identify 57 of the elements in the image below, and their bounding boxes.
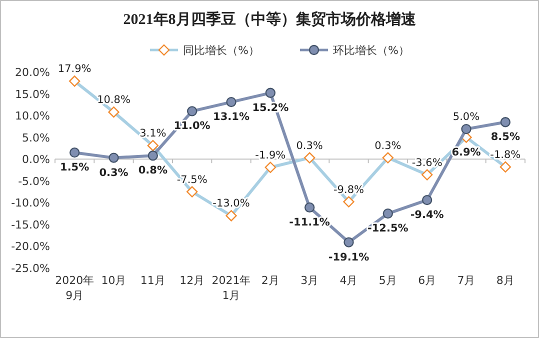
- data-label: -1.9%: [255, 149, 286, 162]
- y-tick-label: 5.0%: [22, 131, 50, 144]
- x-tick-label: 6月: [418, 274, 436, 287]
- data-label: -1.8%: [490, 148, 521, 161]
- legend-label: 同比增长（%）: [183, 44, 260, 57]
- data-label: 1.5%: [60, 162, 90, 174]
- data-label: -19.1%: [328, 251, 370, 264]
- y-tick-label: -25.0%: [11, 262, 50, 275]
- point: [500, 116, 511, 128]
- y-tick-label: 15.0%: [15, 88, 50, 101]
- point: [382, 208, 394, 219]
- y-tick-label: 0.0%: [22, 153, 50, 166]
- point: [461, 124, 472, 134]
- data-label: -9.8%: [334, 184, 364, 196]
- data-label: 0.8%: [138, 164, 168, 177]
- x-tick-label: 2020年 9月: [55, 274, 94, 302]
- y-tick-label: -20.0%: [11, 240, 50, 254]
- point: [422, 194, 432, 206]
- y-tick-label: 10.0%: [15, 110, 50, 123]
- point: [148, 150, 158, 161]
- data-label: -13.0%: [212, 198, 250, 210]
- x-tick-label: 5月: [378, 274, 397, 287]
- data-label: 10.8%: [97, 94, 130, 106]
- data-label: 3.1%: [140, 128, 166, 140]
- x-tick-label: 11月: [140, 274, 166, 287]
- x-tick-label: 4月: [340, 274, 358, 287]
- x-tick-label: 8月: [496, 274, 514, 287]
- point: [226, 96, 236, 108]
- y-tick-label: -10.0%: [11, 196, 50, 210]
- data-label: 8.5%: [490, 131, 520, 144]
- x-tick-label: 12月: [180, 274, 205, 287]
- x-tick-label: 2021年 1月: [212, 274, 251, 302]
- x-tick-label: 10月: [101, 274, 126, 287]
- point: [344, 237, 354, 248]
- data-label: 0.3%: [296, 140, 323, 152]
- x-tick-label: 3月: [300, 274, 319, 287]
- y-tick-label: -5.0%: [18, 174, 50, 188]
- legend-label: 环比增长（%）: [333, 44, 410, 57]
- x-tick-label: 2月: [261, 274, 280, 287]
- point: [69, 147, 80, 158]
- data-label: 13.1%: [213, 111, 250, 124]
- chart-title: 2021年8月四季豆（中等）集贸市场价格增速: [123, 10, 417, 28]
- data-label: -3.6%: [412, 156, 442, 169]
- point: [108, 152, 119, 163]
- point: [186, 106, 198, 116]
- data-label: 0.3%: [99, 166, 129, 179]
- x-tick-label: 7月: [457, 274, 476, 287]
- data-label: -12.5%: [368, 222, 409, 235]
- data-label: -7.5%: [176, 174, 208, 186]
- point: [304, 202, 315, 213]
- data-label: 0.3%: [374, 140, 402, 152]
- data-label: 17.9%: [58, 63, 92, 76]
- y-tick-label: -15.0%: [11, 218, 50, 232]
- data-label: -9.4%: [410, 209, 444, 222]
- point: [265, 88, 276, 98]
- y-tick-label: 20.0%: [15, 66, 50, 79]
- data-label: 5.0%: [452, 111, 480, 124]
